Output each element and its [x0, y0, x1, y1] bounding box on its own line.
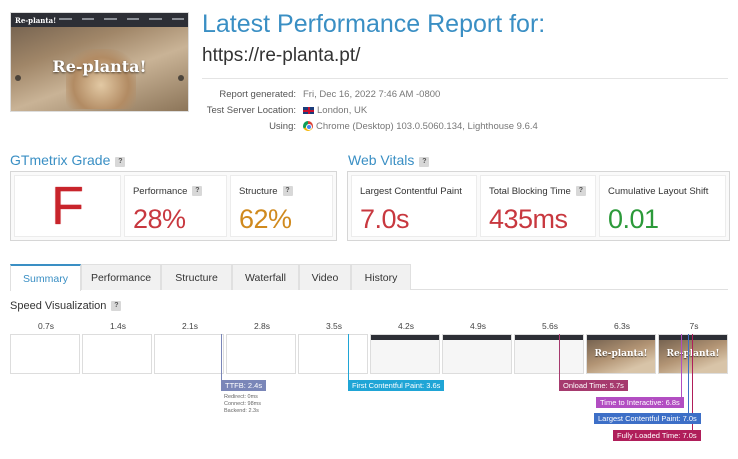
filmstrip-frame — [82, 334, 152, 374]
generated-label: Report generated: — [219, 89, 296, 100]
cls-value: 0.01 — [608, 204, 659, 234]
structure-label: Structure? — [239, 186, 293, 197]
thumbnail-logo: Re-planta! — [15, 16, 57, 25]
tbt-value: 435ms — [489, 204, 568, 234]
vitals-panel: Largest Contentful Paint 7.0s Total Bloc… — [347, 171, 730, 241]
filmstrip-frame — [442, 334, 512, 374]
help-icon[interactable]: ? — [192, 186, 203, 196]
ttfb-marker-line — [221, 334, 222, 381]
location-label: Test Server Location: — [206, 105, 296, 116]
grade-letter-cell: F — [14, 175, 121, 237]
performance-value: 28% — [132, 204, 186, 234]
chrome-icon — [303, 121, 313, 131]
ttfb-connect: Connect: 98ms — [224, 401, 261, 407]
tab-summary[interactable]: Summary — [10, 264, 81, 291]
filmstrip-frame — [154, 334, 224, 374]
tbt-label: Total Blocking Time? — [489, 186, 586, 197]
using-value: Chrome (Desktop) 103.0.5060.134, Lightho… — [316, 121, 538, 132]
page-screenshot-thumbnail: Re-planta! Re-planta! — [10, 12, 189, 112]
thumbnail-menu — [59, 18, 184, 21]
fully-loaded-marker-line — [692, 334, 693, 430]
thumbnail-prev-icon — [15, 75, 21, 81]
filmstrip-frame — [226, 334, 296, 374]
filmstrip-frame: Re-planta! — [658, 334, 728, 374]
filmstrip-frame — [10, 334, 80, 374]
generated-value: Fri, Dec 16, 2022 7:46 AM -0800 — [303, 89, 441, 100]
tab-history[interactable]: History — [351, 264, 411, 290]
filmstrip-frame — [370, 334, 440, 374]
filmstrip-frame-text: Re-planta! — [666, 349, 720, 359]
using-row: Chrome (Desktop) 103.0.5060.134, Lightho… — [303, 119, 538, 135]
help-icon[interactable]: ? — [575, 186, 586, 196]
filmstrip-frame-text: Re-planta! — [594, 349, 648, 359]
help-icon[interactable]: ? — [111, 301, 122, 311]
timeline-tick: 2.8s — [253, 321, 271, 331]
timeline-tick: 4.9s — [469, 321, 487, 331]
lcp-marker: Largest Contentful Paint: 7.0s — [594, 413, 701, 424]
thumbnail-next-icon — [178, 75, 184, 81]
tbt-cell: Total Blocking Time? 435ms — [480, 175, 596, 237]
cls-label: Cumulative Layout Shift — [608, 186, 709, 197]
filmstrip-frame: Re-planta! — [586, 334, 656, 374]
onload-marker: Onload Time: 5.7s — [559, 380, 628, 391]
lcp-value: 7.0s — [360, 204, 410, 234]
timeline-tick: 4.2s — [397, 321, 415, 331]
timeline-tick: 2.1s — [181, 321, 199, 331]
structure-value: 62% — [238, 204, 292, 234]
lcp-cell: Largest Contentful Paint 7.0s — [351, 175, 477, 237]
thumbnail-hero-text: Re-planta! — [52, 57, 147, 76]
performance-cell: Performance? 28% — [123, 175, 227, 237]
help-icon[interactable]: ? — [419, 157, 430, 167]
report-tabs: Summary Performance Structure Waterfall … — [10, 264, 728, 291]
timeline-tick: 1.4s — [109, 321, 127, 331]
vitals-heading-text: Web Vitals — [348, 152, 415, 168]
structure-cell: Structure? 62% — [229, 175, 333, 237]
ttfb-backend: Backend: 2.3s — [224, 408, 259, 414]
fcp-marker: First Contentful Paint: 3.6s — [348, 380, 445, 391]
tab-waterfall[interactable]: Waterfall — [232, 264, 299, 290]
speed-heading-text: Speed Visualization — [10, 300, 107, 312]
tti-marker: Time to Interactive: 6.8s — [596, 397, 684, 408]
help-icon[interactable]: ? — [115, 157, 126, 167]
grade-heading: GTmetrix Grade? — [10, 152, 126, 168]
report-url[interactable]: https://re-planta.pt/ — [202, 45, 361, 66]
timeline-tick: 6.3s — [613, 321, 631, 331]
grade-letter: F — [50, 176, 84, 236]
thumbnail-navbar — [11, 13, 188, 27]
timeline-tick: 7s — [689, 321, 699, 331]
thumbnail-hero-image — [66, 49, 136, 109]
report-title: Latest Performance Report for: — [202, 10, 546, 38]
tti-marker-line — [681, 334, 682, 398]
header-divider — [202, 78, 728, 79]
filmstrip-frame — [298, 334, 368, 374]
tab-video[interactable]: Video — [299, 264, 351, 290]
timeline-tick: 0.7s — [37, 321, 55, 331]
filmstrip-frame — [514, 334, 584, 374]
fully-loaded-marker: Fully Loaded Time: 7.0s — [613, 430, 701, 441]
cls-cell: Cumulative Layout Shift 0.01 — [599, 175, 726, 237]
uk-flag-icon — [303, 107, 314, 114]
performance-label: Performance? — [133, 186, 203, 197]
speed-visualization-heading: Speed Visualization? — [10, 300, 122, 312]
timeline-tick: 3.5s — [325, 321, 343, 331]
fcp-marker-line — [348, 334, 349, 381]
tab-structure[interactable]: Structure — [161, 264, 232, 290]
timeline-tick: 5.6s — [541, 321, 559, 331]
ttfb-marker: TTFB: 2.4s — [221, 380, 267, 391]
lcp-marker-line — [688, 334, 689, 414]
grade-panel: F Performance? 28% Structure? 62% — [10, 171, 337, 241]
ttfb-redirect: Redirect: 0ms — [224, 394, 258, 400]
using-label: Using: — [269, 121, 296, 132]
location-value: London, UK — [317, 105, 368, 116]
onload-marker-line — [559, 334, 560, 381]
lcp-label: Largest Contentful Paint — [360, 186, 462, 197]
grade-heading-text: GTmetrix Grade — [10, 152, 111, 168]
tab-performance[interactable]: Performance — [81, 264, 161, 290]
help-icon[interactable]: ? — [282, 186, 293, 196]
location-row: London, UK — [303, 103, 367, 119]
vitals-heading: Web Vitals? — [348, 152, 430, 168]
